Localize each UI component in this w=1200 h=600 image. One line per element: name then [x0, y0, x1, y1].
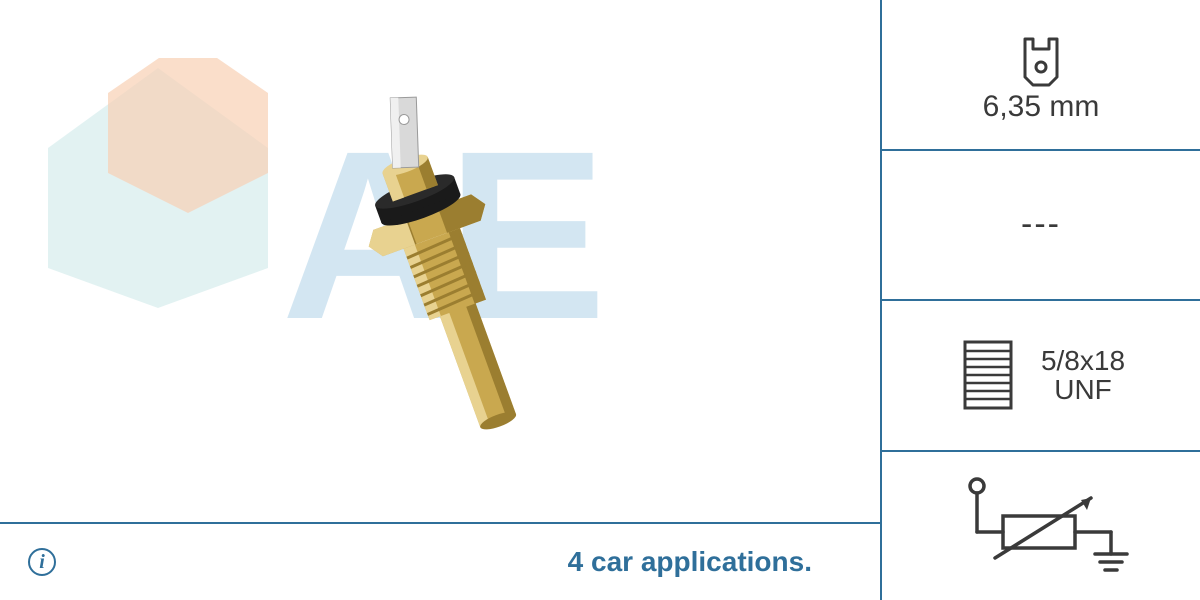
info-icon: i: [28, 548, 56, 576]
thermistor-circuit-icon: [941, 466, 1141, 586]
thread-size-line2: UNF: [1054, 375, 1112, 404]
spec-connector: 6,35 mm: [882, 0, 1200, 151]
spec-washer: ---: [882, 151, 1200, 302]
info-strip: i 4 car applications.: [0, 522, 880, 600]
watermark-logo-shapes: [38, 58, 278, 318]
connector-blade-icon: [1011, 27, 1071, 91]
washer-value: ---: [1021, 205, 1061, 244]
left-pane: AE: [0, 0, 880, 600]
car-applications-text: 4 car applications.: [74, 546, 852, 578]
product-image: [270, 61, 610, 461]
connector-width-value: 6,35 mm: [983, 91, 1100, 123]
product-image-area: AE: [0, 0, 880, 522]
spec-circuit: [882, 452, 1200, 600]
thread-size-line1: 5/8x18: [1041, 346, 1125, 375]
info-icon-glyph: i: [39, 551, 45, 574]
thread-icon: [957, 336, 1019, 414]
spec-thread: 5/8x18 UNF: [882, 301, 1200, 452]
spec-column: 6,35 mm --- 5/8x18 UNF: [880, 0, 1200, 600]
product-spec-card: AE: [0, 0, 1200, 600]
